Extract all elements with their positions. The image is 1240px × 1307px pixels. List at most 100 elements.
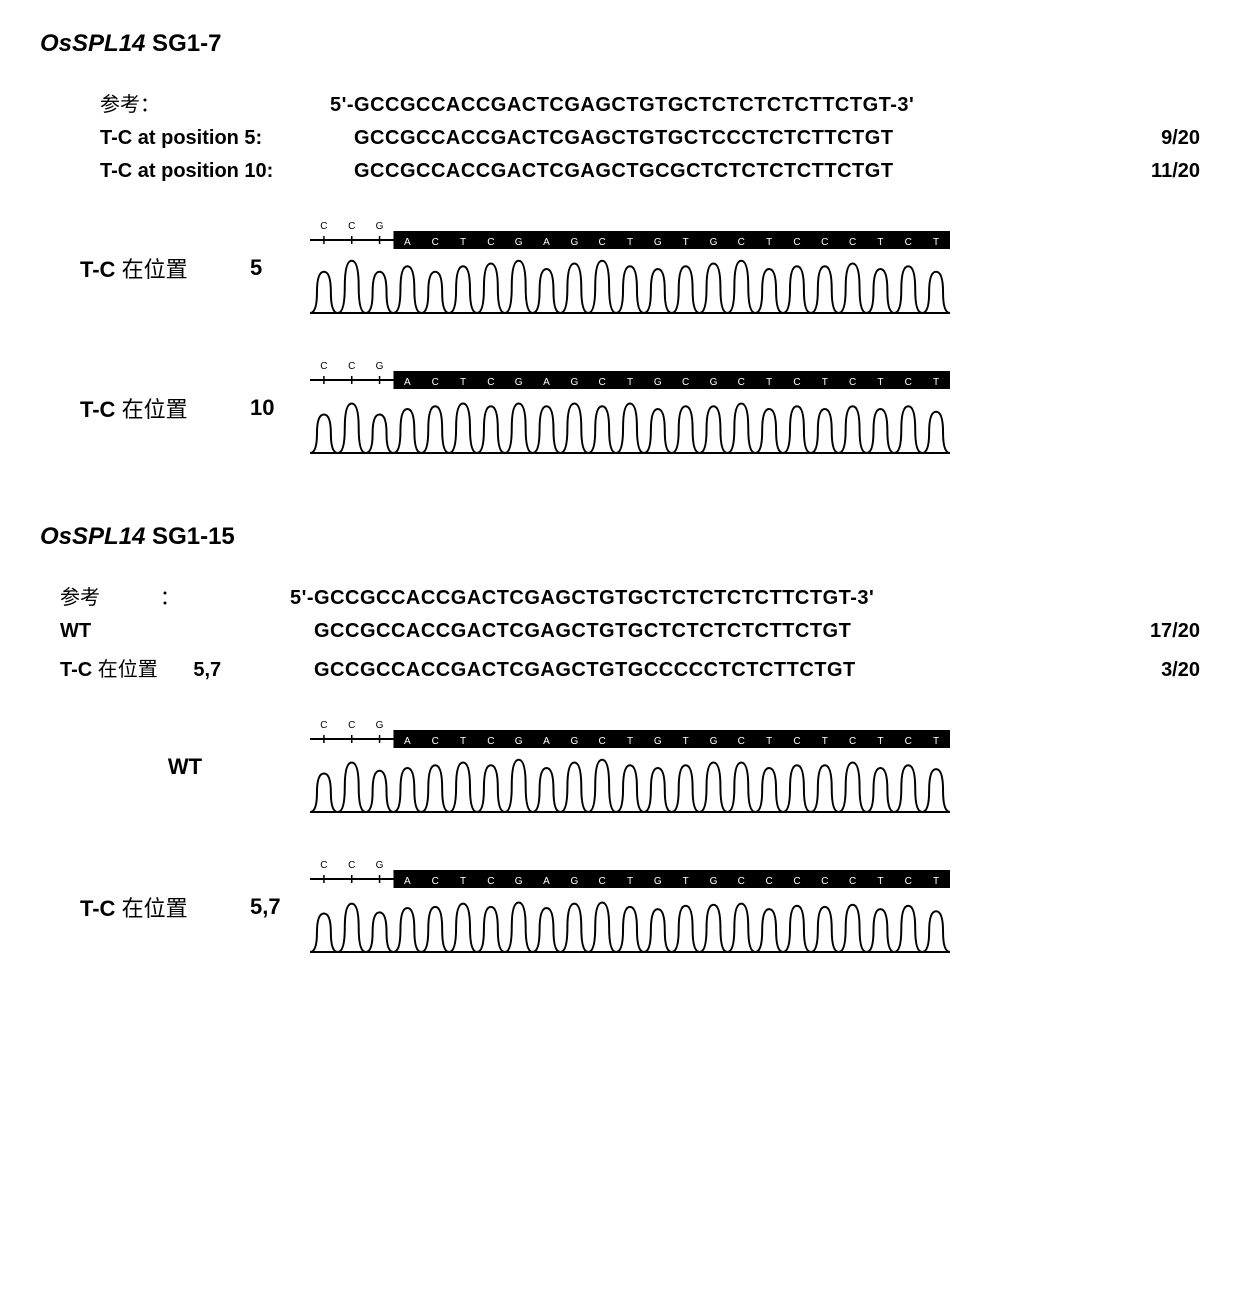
svg-text:C: C [905,876,912,887]
svg-text:C: C [599,377,606,388]
svg-text:C: C [905,237,912,248]
ratio-pos5: 9/20 [1120,127,1200,150]
panel1-suffix: SG1-7 [145,30,221,57]
svg-text:C: C [432,377,439,388]
svg-text:C: C [849,876,856,887]
svg-text:C: C [487,736,494,747]
chroma-svg-wt: CCGACTCGAGCTGTGCTCTCTCT [310,712,950,822]
svg-text:G: G [570,736,578,747]
label-pos57-prefix: T-C [60,659,98,681]
svg-text:G: G [654,876,662,887]
svg-text:T: T [460,736,466,747]
chroma-svg-pos10: CCGACTCGAGCTGCGCTCTCTCT [310,353,950,463]
svg-text:T: T [877,377,883,388]
svg-text:C: C [487,237,494,248]
svg-text:A: A [404,876,411,887]
svg-text:C: C [432,736,439,747]
panel2-title: OsSPL14 SG1-15 [40,523,1200,551]
svg-text:G: G [376,361,384,372]
svg-text:C: C [348,860,355,871]
ref-colon-2: ： [100,587,180,609]
label-pos57-pos: 5,7 [163,659,221,681]
ref-seq-2: 5'-GCCGCCACCGACTCGAGCTGTGCTCTCTCTCTTCTGT… [260,587,1100,610]
chroma-pos10: T-C 在位置 10 CCGACTCGAGCTGCGCTCTCTCT [80,353,1200,463]
svg-text:T: T [933,736,939,747]
label-wt: WT [60,620,260,643]
chroma-pos57: T-C 在位置 5,7 CCGACTCGAGCTGTGCCCCCTCT [80,852,1200,962]
seq-pos5: GCCGCCACCGACTCGAGCTGTGCTCCCTCTCTTCTGT [330,127,1100,150]
svg-text:C: C [682,377,689,388]
svg-text:C: C [432,876,439,887]
svg-text:G: G [376,221,384,232]
svg-text:C: C [432,237,439,248]
seq-row-ref2: 参考： 5'-GCCGCCACCGACTCGAGCTGTGCTCTCTCTCTT… [60,581,1200,610]
chroma-label-pos5-cn: 在位置 [122,257,188,282]
svg-text:T: T [683,237,689,248]
svg-text:T: T [933,237,939,248]
svg-text:G: G [376,720,384,731]
svg-text:T: T [766,237,772,248]
seq-wt: GCCGCCACCGACTCGAGCTGTGCTCTCTCTCTTCTGT [260,620,1100,643]
ref-label-1: 参考： [100,94,160,116]
svg-text:C: C [849,736,856,747]
svg-text:G: G [710,237,718,248]
svg-text:A: A [543,736,550,747]
svg-text:G: G [376,860,384,871]
svg-text:C: C [905,377,912,388]
svg-text:G: G [515,237,523,248]
svg-text:G: G [654,377,662,388]
svg-text:T: T [683,876,689,887]
svg-text:G: G [570,876,578,887]
seq-pos57: GCCGCCACCGACTCGAGCTGTGCCCCCTCTCTTCTGT [260,659,1100,682]
ratio-pos10: 11/20 [1120,160,1200,183]
seq-row-pos57: T-C 在位置 5,7 GCCGCCACCGACTCGAGCTGTGCCCCCT… [60,653,1200,682]
svg-text:C: C [849,377,856,388]
svg-text:C: C [320,860,327,871]
svg-text:C: C [821,237,828,248]
chroma-label-pos10-prefix: T-C [80,397,122,422]
label-pos10: T-C at position 10: [100,160,330,183]
ratio-pos57: 3/20 [1120,659,1200,682]
seq-row-pos5: T-C at position 5: GCCGCCACCGACTCGAGCTGT… [100,127,1200,150]
svg-text:C: C [738,736,745,747]
panel-sg1-7: OsSPL14 SG1-7 参考： 5'-GCCGCCACCGACTCGAGCT… [40,30,1200,463]
ratio-wt: 17/20 [1120,620,1200,643]
svg-text:T: T [877,736,883,747]
svg-text:C: C [320,720,327,731]
seq-pos10: GCCGCCACCGACTCGAGCTGCGCTCTCTCTCTTCTGT [330,160,1100,183]
panel-sg1-15: OsSPL14 SG1-15 参考： 5'-GCCGCCACCGACTCGAGC… [40,523,1200,962]
svg-text:C: C [905,736,912,747]
svg-text:T: T [877,876,883,887]
svg-text:T: T [766,736,772,747]
gene-name-2: OsSPL14 [40,523,145,550]
ref-seq-1: 5'-GCCGCCACCGACTCGAGCTGTGCTCTCTCTCTTCTGT… [330,94,1100,117]
svg-text:T: T [933,876,939,887]
svg-text:T: T [460,876,466,887]
svg-text:T: T [933,377,939,388]
svg-text:A: A [404,377,411,388]
svg-text:T: T [627,237,633,248]
panel1-title: OsSPL14 SG1-7 [40,30,1200,58]
chroma-pos5: T-C 在位置 5 CCGACTCGAGCTGTGCTCCCTCT [80,213,1200,323]
chroma-pos57-num: 5,7 [250,894,310,920]
svg-text:G: G [654,736,662,747]
svg-text:G: G [570,237,578,248]
panel2-seq-table: 参考： 5'-GCCGCCACCGACTCGAGCTGTGCTCTCTCTCTT… [60,581,1200,682]
svg-text:C: C [793,736,800,747]
svg-text:C: C [599,736,606,747]
chroma-wt: WT CCGACTCGAGCTGTGCTCTCTCT [120,712,1200,822]
svg-text:C: C [599,237,606,248]
svg-text:T: T [822,377,828,388]
svg-text:G: G [515,736,523,747]
chroma-label-pos57-prefix: T-C [80,896,122,921]
svg-text:C: C [738,377,745,388]
svg-text:C: C [599,876,606,887]
svg-text:C: C [821,876,828,887]
ref-label-2: 参考 [60,587,100,609]
svg-text:G: G [515,377,523,388]
label-pos57-cn: 在位置 [98,659,158,681]
svg-text:A: A [404,237,411,248]
svg-text:T: T [460,237,466,248]
svg-text:C: C [793,876,800,887]
chroma-svg-pos57: CCGACTCGAGCTGTGCCCCCTCT [310,852,950,962]
